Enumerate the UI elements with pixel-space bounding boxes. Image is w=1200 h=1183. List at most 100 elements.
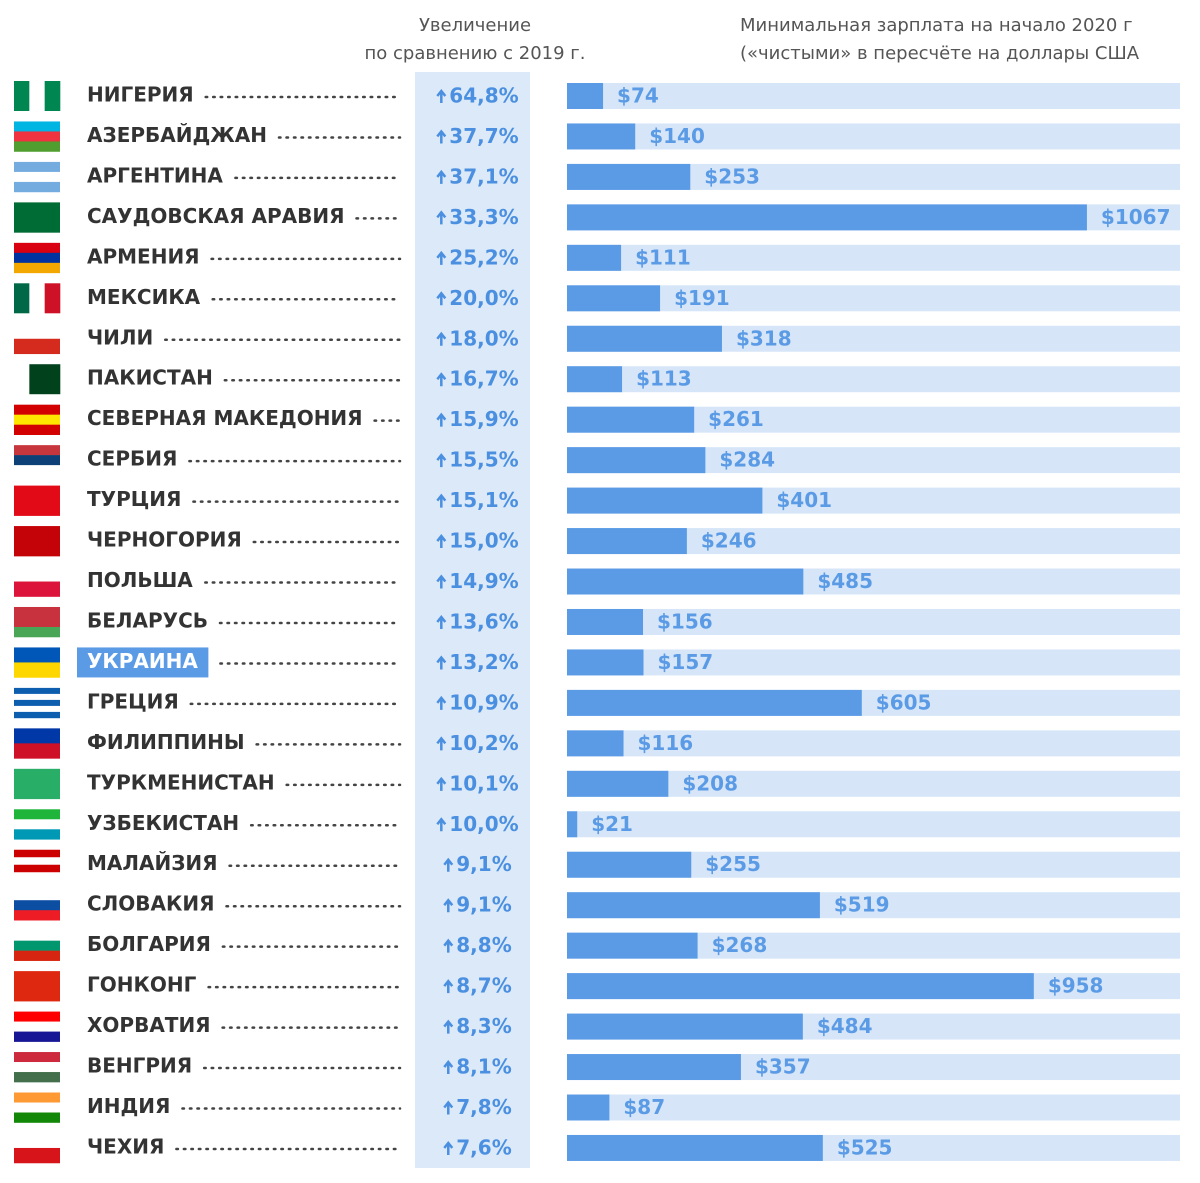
- flag-stripe: [14, 252, 60, 264]
- bar-track: [567, 244, 1180, 271]
- bar: [567, 528, 687, 555]
- growth-label: 13,6%: [449, 609, 518, 633]
- flag-stripe: [14, 202, 60, 233]
- country-label: ГОНКОНГ: [87, 973, 197, 997]
- bar-track: [567, 649, 1180, 676]
- bar: [567, 447, 706, 474]
- flag-stripe: [14, 910, 60, 921]
- flag-stripe: [14, 857, 60, 866]
- value-label: $140: [649, 124, 705, 148]
- up-arrow: [443, 938, 454, 953]
- flag-stripe: [14, 1102, 60, 1113]
- bar-track: [567, 83, 1180, 109]
- growth-label: 10,9%: [449, 690, 518, 714]
- flag-stripe: [14, 900, 60, 911]
- flag-stripe: [14, 566, 60, 582]
- country-label: ТУРКМЕНИСТАН: [87, 770, 275, 794]
- flag-stripe: [14, 364, 30, 395]
- flag-stripe: [14, 1011, 60, 1022]
- up-arrow: [436, 88, 447, 103]
- flag-stripe: [14, 930, 60, 941]
- bar: [567, 83, 604, 109]
- flag-stripe: [14, 829, 60, 840]
- flag-stripe: [14, 890, 60, 901]
- growth-label: 8,8%: [456, 933, 511, 957]
- country-label: СЕРБИЯ: [87, 447, 177, 471]
- country-label: СЕВЕРНАЯ МАКЕДОНИЯ: [87, 406, 363, 430]
- flag-stripe: [14, 743, 60, 759]
- flag-stripe: [14, 1031, 60, 1042]
- flag-stripe: [14, 606, 60, 618]
- up-arrow: [436, 291, 447, 306]
- growth-label: 10,2%: [449, 731, 518, 755]
- up-arrow: [443, 1100, 454, 1115]
- flag-stripe: [14, 404, 60, 415]
- bar: [567, 770, 669, 797]
- growth-label: 9,1%: [456, 852, 511, 876]
- growth-label: 18,0%: [449, 326, 518, 350]
- flag-stripe: [14, 171, 60, 183]
- bar: [567, 649, 644, 676]
- up-arrow: [443, 979, 454, 994]
- bar: [567, 851, 692, 878]
- flag-stripe: [14, 131, 60, 142]
- value-label: $253: [704, 164, 760, 188]
- country-label: УЗБЕКИСТАН: [87, 811, 239, 835]
- country-label: ПОЛЬША: [87, 568, 193, 592]
- flag-stripe: [14, 819, 60, 830]
- flag-stripe: [14, 1092, 60, 1103]
- bar: [567, 487, 763, 514]
- country-label: ТУРЦИЯ: [87, 487, 181, 511]
- value-label: $113: [636, 367, 692, 391]
- country-label: ХОРВАТИЯ: [87, 1013, 211, 1037]
- flag-stripe: [14, 1147, 60, 1164]
- wage-header: Минимальная зарплата на начало 2020 г («…: [740, 15, 1140, 64]
- country-label: ЧЕХИЯ: [87, 1134, 164, 1158]
- flag-stripe: [14, 414, 60, 425]
- up-arrow: [443, 1019, 454, 1034]
- value-label: $87: [623, 1095, 665, 1119]
- flag-stripe: [14, 971, 60, 1002]
- up-arrow: [436, 250, 447, 265]
- value-label: $1067: [1101, 205, 1171, 229]
- flag-stripe: [14, 424, 60, 435]
- flag-stripe: [14, 485, 60, 516]
- growth-label: 37,7%: [449, 124, 518, 148]
- growth-label: 25,2%: [449, 245, 518, 269]
- growth-label: 15,5%: [449, 448, 518, 472]
- growth-header: Увеличение по сравнению с 2019 г.: [364, 15, 586, 64]
- bar: [567, 1094, 610, 1121]
- growth-column-bg: [415, 72, 530, 1168]
- flag-stripe: [14, 283, 30, 314]
- value-label: $116: [638, 731, 694, 755]
- bar: [567, 811, 578, 838]
- value-label: $525: [837, 1135, 893, 1159]
- flag-stripe: [14, 1132, 60, 1149]
- country-label: АРГЕНТИНА: [87, 163, 223, 187]
- flag-stripe: [14, 699, 60, 707]
- country-label: ПАКИСТАН: [87, 366, 213, 390]
- country-label: ГРЕЦИЯ: [87, 689, 179, 713]
- value-label: $401: [776, 488, 832, 512]
- flag-stripe: [14, 445, 60, 456]
- country-label: СЛОВАКИЯ: [87, 892, 215, 916]
- value-label: $191: [674, 286, 730, 310]
- growth-label: 20,0%: [449, 286, 518, 310]
- growth-label: 7,6%: [456, 1135, 511, 1159]
- bar-track: [567, 811, 1180, 838]
- flag-stripe: [14, 121, 60, 132]
- country-label: ЧИЛИ: [87, 325, 153, 349]
- growth-label: 15,0%: [449, 529, 518, 553]
- up-arrow: [443, 898, 454, 913]
- up-arrow: [436, 776, 447, 791]
- flag-stripe: [14, 705, 60, 713]
- bar: [567, 973, 1034, 1000]
- flag-stripe: [14, 262, 60, 274]
- growth-label: 64,8%: [449, 84, 518, 108]
- country-label: ВЕНГРИЯ: [87, 1054, 192, 1078]
- flag-stripe: [14, 81, 30, 111]
- flag-stripe: [14, 809, 60, 820]
- growth-label: 10,1%: [449, 771, 518, 795]
- flag-stripe: [14, 728, 60, 744]
- up-arrow: [436, 695, 447, 710]
